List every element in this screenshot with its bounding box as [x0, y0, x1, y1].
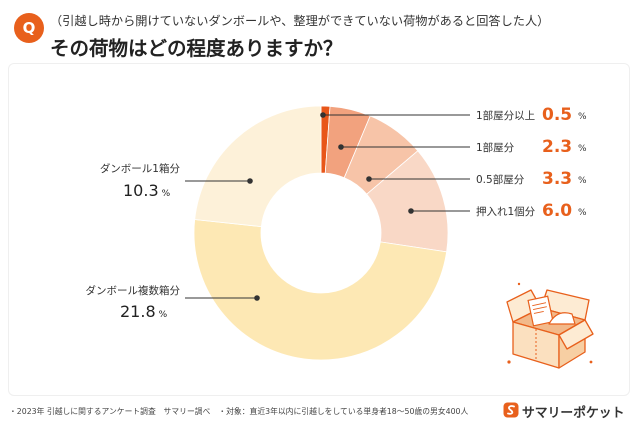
brand-logo: サマリーポケット [503, 401, 628, 421]
question-badge: Q [14, 13, 44, 43]
data-label-name: 1部屋分 [476, 142, 515, 154]
data-label-value: 6.0 [542, 201, 573, 221]
data-label-value: 2.3 [542, 137, 573, 157]
page-title: その荷物はどの程度ありますか？ [50, 37, 343, 60]
data-label-name: ダンボール複数箱分 [85, 285, 181, 297]
chart-panel [8, 63, 630, 396]
survey-source: ・2023年 引越しに関するアンケート調査 サマリー調べ [9, 407, 211, 416]
data-label-row: 1部屋分 2.3 % [476, 137, 596, 159]
data-label-row: 押入れ1個分 6.0 % [476, 201, 596, 223]
data-label-row: 0.5部屋分 3.3 % [476, 169, 596, 191]
data-label-unit: % [158, 310, 168, 320]
data-label-unit: % [578, 208, 587, 218]
leader-dot [366, 176, 372, 182]
data-label-unit: % [161, 189, 171, 199]
data-label-value-group: 21.8% [120, 302, 167, 321]
donut-slice-6 [194, 105, 322, 228]
leader-dot [338, 144, 344, 150]
donut-slices [193, 105, 449, 361]
donut-slice-5 [193, 219, 448, 361]
data-label-unit: % [578, 144, 587, 154]
data-label-value-group: 10.3% [123, 181, 170, 200]
data-label-name: ダンボール1箱分 [99, 163, 180, 175]
leader-dots [247, 112, 414, 301]
data-label-value: 21.8 [120, 302, 156, 321]
survey-target: ・対象：直近3年以内に引越しをしている単身者18～50歳の男女400人 [218, 407, 469, 416]
data-label-name: 0.5部屋分 [476, 174, 525, 186]
data-label-name: 1部屋分以上 [476, 110, 536, 122]
leader-dot [247, 178, 253, 184]
survey-footnote: ・2023年 引越しに関するアンケート調査 サマリー調べ ・対象：直近3年以内に引… [9, 406, 468, 417]
data-label-row: 1部屋分以上 0.5 % [476, 105, 596, 127]
data-label-value: 0.5 [542, 105, 573, 125]
data-label-value: 3.3 [542, 169, 573, 189]
question-condition: （引越し時から開けていないダンボールや、整理ができていない荷物があると回答した人… [50, 14, 550, 28]
leader-lines [185, 114, 470, 299]
data-label-value: 10.3 [123, 181, 159, 200]
data-label-unit: % [578, 112, 587, 122]
data-label-unit: % [578, 176, 587, 186]
brand-name: サマリーポケット [522, 406, 625, 421]
pocket-logo-icon [503, 402, 519, 418]
leader-dot [320, 112, 326, 118]
cardboard-box-icon [506, 282, 594, 369]
leader-dot [408, 208, 414, 214]
leader-dot [254, 295, 260, 301]
data-label-name: 押入れ1個分 [476, 206, 536, 218]
